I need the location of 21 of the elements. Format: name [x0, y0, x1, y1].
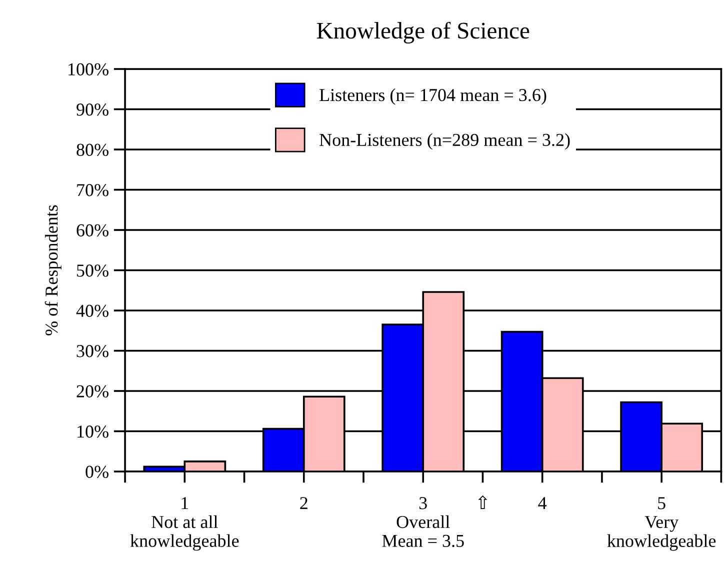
x-tick-label: 1 Not at all knowledgeable: [130, 497, 239, 551]
y-tick-label: 30%: [76, 345, 108, 358]
y-tick-label: 20%: [76, 385, 108, 398]
y-tick-label: 60%: [76, 224, 108, 236]
legend-label: Non-Listeners (n=289 mean = 3.2): [320, 133, 570, 150]
x-tick-label: 4: [538, 497, 547, 510]
chart-title: Knowledge of Science: [316, 22, 530, 44]
y-tick-label: 50%: [77, 264, 108, 277]
y-tick-label: 40%: [76, 304, 108, 317]
x-tick-label: ⇧: [478, 495, 488, 510]
y-tick-label: 80%: [76, 144, 108, 156]
y-axis-title: % of Respondents: [44, 205, 62, 336]
x-tick-label: 5 Very knowledgeable: [607, 497, 716, 551]
y-tick-label: 70%: [77, 184, 108, 196]
legend-label: Listeners (n= 1704 mean = 3.6): [320, 88, 546, 105]
x-tick-label: 3 Overall Mean = 3.5: [382, 497, 464, 548]
y-tick-label: 0%: [86, 466, 108, 478]
y-tick-label: 90%: [76, 104, 108, 116]
x-tick-label: 2: [300, 497, 308, 510]
y-tick-label: 100%: [68, 63, 108, 76]
y-tick-label: 10%: [78, 426, 108, 438]
